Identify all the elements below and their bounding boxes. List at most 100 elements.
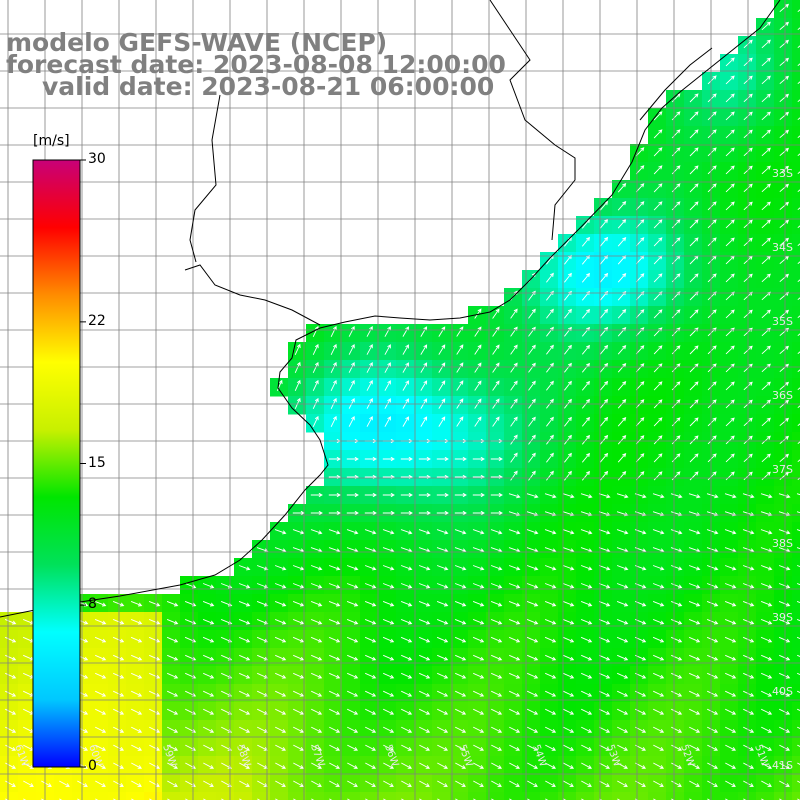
wind-arrow (598, 600, 611, 607)
wind-arrow (328, 456, 341, 462)
wind-arrow (761, 93, 771, 103)
wind-arrow (689, 744, 701, 751)
wind-arrow (528, 362, 536, 373)
wind-arrow (616, 565, 629, 571)
wind-arrow (346, 565, 359, 571)
wind-arrow (400, 492, 413, 498)
wind-arrow (328, 726, 341, 733)
wind-arrow (761, 219, 771, 229)
wind-arrow (401, 690, 413, 697)
wind-speed-cell (792, 630, 800, 649)
wind-arrow (526, 565, 539, 571)
wind-arrow (653, 762, 665, 769)
wind-arrow (725, 93, 735, 103)
wind-arrow (689, 690, 701, 697)
wind-arrow (653, 780, 664, 787)
wind-arrow (707, 708, 719, 715)
wind-arrow (474, 362, 482, 373)
wind-arrow (491, 762, 503, 769)
wind-arrow (706, 600, 719, 607)
wind-arrow (438, 326, 446, 337)
wind-arrow (616, 726, 629, 733)
wind-arrow (725, 435, 735, 445)
wind-speed-cell (792, 234, 800, 253)
wind-arrow (671, 363, 681, 373)
wind-speed-cell (666, 792, 685, 800)
wind-arrow (492, 416, 500, 427)
wind-arrow (706, 726, 719, 733)
wind-arrow (707, 201, 717, 211)
wind-arrow (563, 780, 574, 787)
wind-arrow (384, 362, 391, 373)
wind-arrow (490, 600, 503, 607)
wind-arrow (312, 379, 319, 391)
wind-arrow (526, 493, 539, 499)
wind-arrow (131, 654, 143, 661)
wind-arrow (113, 780, 124, 787)
wind-arrow (725, 309, 735, 319)
wind-arrow (310, 636, 323, 643)
wind-arrow (5, 762, 17, 769)
wind-arrow (797, 261, 800, 265)
wind-arrow (238, 636, 251, 643)
wind-arrow (256, 618, 269, 625)
wind-speed-cell (792, 612, 800, 631)
latitude-label: 38S (772, 537, 793, 550)
wind-arrow (581, 762, 593, 769)
wind-arrow (526, 529, 539, 535)
wind-arrow (274, 600, 287, 607)
wind-arrow (419, 780, 430, 787)
wind-arrow (419, 708, 431, 715)
colorbar-tick-label: 0 (88, 758, 97, 774)
wind-arrow (346, 510, 359, 516)
wind-arrow (598, 726, 611, 733)
wind-arrow (562, 726, 575, 733)
wind-arrow (509, 762, 521, 769)
wind-arrow (761, 672, 773, 679)
wind-speed-cell (792, 792, 800, 800)
wind-arrow (329, 780, 340, 787)
wind-speed-cell (792, 198, 800, 217)
wind-arrow (779, 744, 791, 751)
wind-arrow (311, 780, 322, 787)
wind-arrow (437, 762, 449, 769)
wind-arrow (761, 75, 771, 85)
wind-arrow (670, 529, 683, 535)
wind-speed-cell (792, 72, 800, 91)
wind-arrow (526, 600, 539, 607)
wind-arrow (418, 726, 431, 733)
wind-arrow (455, 690, 467, 697)
wind-arrow (653, 129, 663, 139)
colorbar-gradient (32, 159, 81, 768)
wind-arrow (149, 654, 161, 661)
colorbar (32, 159, 86, 768)
wind-arrow (653, 273, 663, 283)
wind-arrow (598, 493, 611, 499)
grid-labels: 61W 60W 59W 58W 57W 56W 55W 54W 53W 52W 51W33S34S3… (12, 167, 793, 772)
wind-arrow (707, 453, 717, 463)
wind-arrow (437, 690, 449, 697)
wind-arrow (778, 600, 791, 607)
wind-speed-cell (414, 792, 433, 800)
wind-arrow (492, 362, 500, 373)
wind-arrow (653, 744, 665, 751)
wind-arrow (366, 343, 373, 355)
wind-arrow (725, 654, 737, 661)
wind-arrow (310, 583, 323, 589)
wind-arrow (760, 726, 773, 733)
wind-arrow (797, 405, 800, 409)
wind-arrow (149, 708, 161, 715)
wind-arrow (113, 654, 125, 661)
wind-arrow (779, 201, 790, 211)
wind-arrow (112, 726, 125, 733)
wind-arrow (598, 636, 611, 643)
wind-arrow (706, 636, 719, 643)
wind-arrow (148, 618, 161, 625)
wind-arrow (347, 762, 359, 769)
wind-arrow (436, 492, 449, 498)
wind-arrow (725, 672, 737, 679)
wind-arrow (364, 529, 377, 535)
wind-arrow (797, 189, 800, 193)
wind-speed-cell (432, 792, 451, 800)
wind-arrow (438, 344, 446, 355)
